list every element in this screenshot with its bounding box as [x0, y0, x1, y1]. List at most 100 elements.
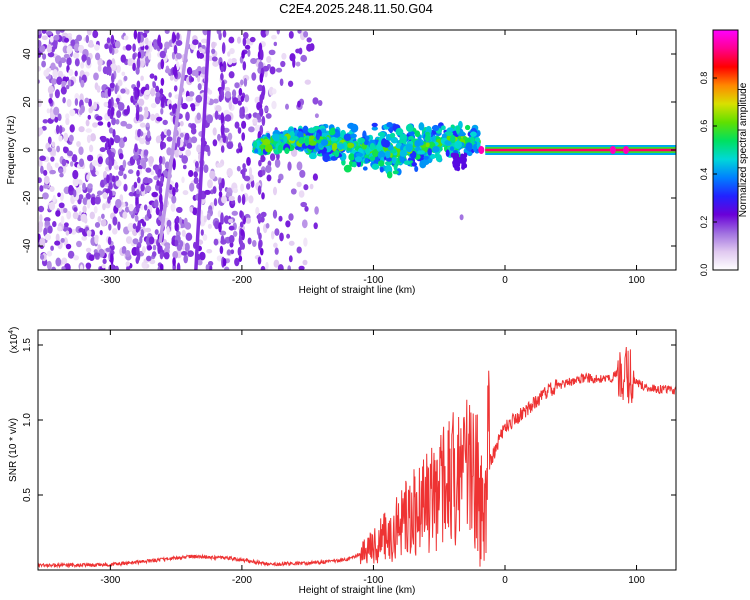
signal-blob-cell: [441, 125, 446, 131]
noise-speckle: [53, 106, 60, 116]
noise-speckle: [186, 66, 193, 76]
noise-speckle: [150, 113, 156, 122]
noise-speckle: [68, 134, 74, 143]
noise-speckle: [97, 156, 103, 165]
noise-speckle: [168, 92, 172, 98]
noise-speckle: [126, 265, 130, 270]
noise-speckle: [181, 229, 186, 237]
snr-y-label: SNR (10 * v/v): [8, 418, 19, 482]
noise-column-speckle: [137, 51, 142, 59]
signal-blob-cell: [298, 136, 305, 144]
noise-column-speckle: [237, 194, 242, 204]
noise-speckle: [232, 89, 237, 98]
noise-speckle: [166, 219, 172, 228]
noise-speckle: [65, 243, 72, 250]
noise-speckle: [211, 48, 216, 55]
noise-speckle: [90, 133, 96, 142]
noise-speckle: [112, 216, 118, 226]
noise-speckle: [166, 226, 170, 235]
noise-speckle: [196, 144, 202, 153]
noise-speckle: [144, 45, 149, 50]
noise-column-speckle: [176, 262, 181, 270]
noise-speckle: [135, 66, 140, 75]
signal-blob-cell: [302, 125, 309, 135]
noise-speckle: [104, 43, 109, 50]
signal-blob-cell: [328, 128, 336, 136]
signal-blob-cell: [432, 146, 440, 153]
noise-speckle: [94, 196, 101, 205]
signal-blob-cell: [357, 137, 366, 144]
noise-speckle: [72, 52, 80, 59]
noise-speckle: [279, 232, 284, 242]
noise-speckle: [189, 206, 194, 213]
noise-speckle: [39, 214, 43, 222]
noise-speckle: [154, 229, 159, 235]
noise-speckle: [69, 109, 76, 117]
noise-speckle: [200, 213, 204, 223]
noise-speckle: [296, 161, 303, 171]
noise-speckle: [125, 123, 133, 130]
noise-speckle: [123, 173, 127, 180]
noise-speckle: [102, 170, 108, 180]
noise-speckle: [88, 39, 94, 46]
noise-speckle: [181, 155, 188, 164]
noise-column-speckle: [261, 85, 266, 97]
noise-speckle: [144, 37, 149, 45]
noise-column-speckle: [238, 255, 243, 263]
noise-speckle: [212, 186, 217, 194]
signal-dip-cell: [454, 165, 459, 171]
noise-speckle: [120, 54, 127, 63]
noise-speckle: [300, 201, 308, 208]
noise-speckle: [304, 79, 311, 85]
signal-blob-cell: [386, 157, 392, 162]
noise-speckle: [143, 204, 148, 211]
noise-speckle: [38, 79, 41, 84]
noise-speckle: [260, 211, 267, 218]
noise-speckle: [155, 85, 160, 93]
noise-speckle: [264, 106, 269, 113]
signal-blob-cell: [403, 160, 411, 166]
noise-speckle: [269, 66, 276, 75]
noise-speckle: [231, 210, 239, 216]
noise-speckle: [240, 183, 245, 192]
noise-speckle: [110, 63, 117, 71]
noise-speckle: [194, 161, 199, 169]
noise-speckle: [57, 192, 61, 198]
noise-speckle: [224, 90, 232, 99]
signal-blob-cell: [284, 147, 290, 154]
noise-column-speckle: [137, 129, 141, 138]
noise-speckle: [278, 215, 283, 222]
noise-speckle: [72, 211, 79, 220]
noise-speckle: [178, 150, 183, 156]
noise-speckle: [50, 62, 56, 71]
signal-blob-cell: [262, 138, 271, 146]
noise-column-speckle: [137, 176, 141, 184]
noise-speckle: [94, 44, 100, 51]
noise-column-speckle: [157, 171, 161, 178]
noise-speckle: [47, 51, 55, 58]
noise-speckle: [312, 97, 319, 105]
noise-column-speckle: [173, 44, 178, 55]
noise-speckle: [121, 248, 127, 254]
noise-speckle: [232, 187, 238, 194]
noise-speckle: [224, 266, 230, 270]
signal-blob-cell: [390, 136, 399, 144]
signal-blob-cell: [283, 135, 288, 144]
noise-speckle: [202, 233, 208, 241]
noise-speckle: [178, 217, 183, 225]
colorbar-tick-label: 0.2: [699, 216, 709, 229]
noise-speckle: [49, 35, 54, 43]
noise-speckle: [260, 265, 266, 270]
signal-blob-cell: [355, 152, 364, 158]
noise-speckle: [145, 227, 152, 233]
noise-speckle: [123, 109, 130, 116]
signal-blob-cell: [322, 153, 331, 163]
noise-column-speckle: [261, 115, 266, 127]
signal-blob-cell: [308, 152, 317, 160]
signal-blob-cell: [382, 139, 391, 148]
noise-column-speckle: [110, 138, 114, 146]
noise-column-speckle: [222, 258, 227, 267]
noise-speckle: [154, 199, 159, 209]
noise-column-speckle: [136, 169, 140, 177]
noise-speckle: [212, 127, 217, 136]
